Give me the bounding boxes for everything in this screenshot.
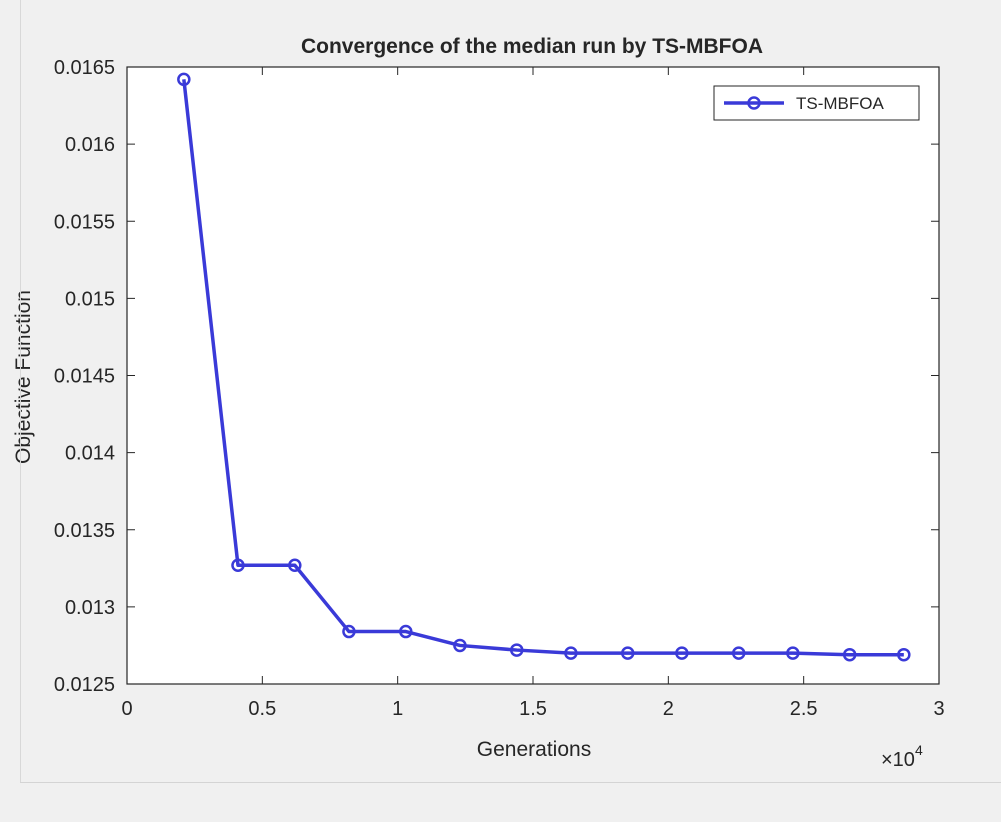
data-point (399, 624, 413, 639)
legend-entry-ts-mbfoa: TS-MBFOA (796, 94, 884, 113)
x-axis-multiplier: ×104 (881, 742, 923, 771)
y-tick-label: 0.015 (65, 288, 115, 310)
x-tick-label: 1 (392, 698, 403, 720)
data-point (288, 558, 302, 572)
data-point (342, 624, 356, 639)
data-point (842, 647, 857, 662)
data-point (510, 643, 524, 657)
data-point (453, 638, 467, 653)
x-tick-label: 2 (663, 698, 674, 720)
y-tick-label: 0.016 (65, 134, 115, 156)
x-tick-label: 2.5 (790, 698, 818, 720)
x-tick-label: 1.5 (519, 698, 547, 720)
series-layer (177, 72, 911, 662)
data-point (897, 647, 911, 662)
y-tick-label: 0.0165 (54, 57, 115, 79)
y-tick-label: 0.0155 (54, 211, 115, 233)
x-tick-label: 3 (933, 698, 944, 720)
chart-title: Convergence of the median run by TS-MBFO… (301, 35, 763, 58)
x-multiplier-base: ×10 (881, 749, 915, 771)
y-tick-label: 0.013 (65, 597, 115, 619)
plot-area (127, 67, 939, 684)
data-point (786, 646, 800, 660)
data-point (231, 558, 245, 572)
series-line-ts-mbfoa (182, 79, 904, 657)
data-point (731, 646, 746, 660)
y-tick-label: 0.0125 (54, 674, 115, 696)
plot-box (126, 66, 940, 685)
data-point (177, 72, 191, 87)
data-point (564, 646, 578, 660)
y-tick-label: 0.0135 (54, 520, 115, 542)
legend: TS-MBFOA (713, 85, 920, 121)
legend-swatch-marker (747, 96, 761, 110)
y-tick-label: 0.014 (65, 443, 115, 465)
figure-frame-bottom (20, 782, 1001, 783)
y-tick-label: 0.0145 (54, 366, 115, 388)
x-tick-label: 0 (121, 698, 132, 720)
data-point (620, 646, 635, 660)
data-point (675, 646, 689, 660)
axis-ticks: 0 0.5 1 1.5 2 2.5 3 0.0125 0.013 0.0135 0.014 0.014… (54, 57, 945, 720)
y-axis-label: Objective Function (12, 290, 35, 464)
figure-frame-left (20, 0, 21, 783)
x-tick-label: 0.5 (248, 698, 276, 720)
x-multiplier-exponent: 4 (915, 742, 923, 758)
x-axis-label: Generations (477, 738, 591, 761)
